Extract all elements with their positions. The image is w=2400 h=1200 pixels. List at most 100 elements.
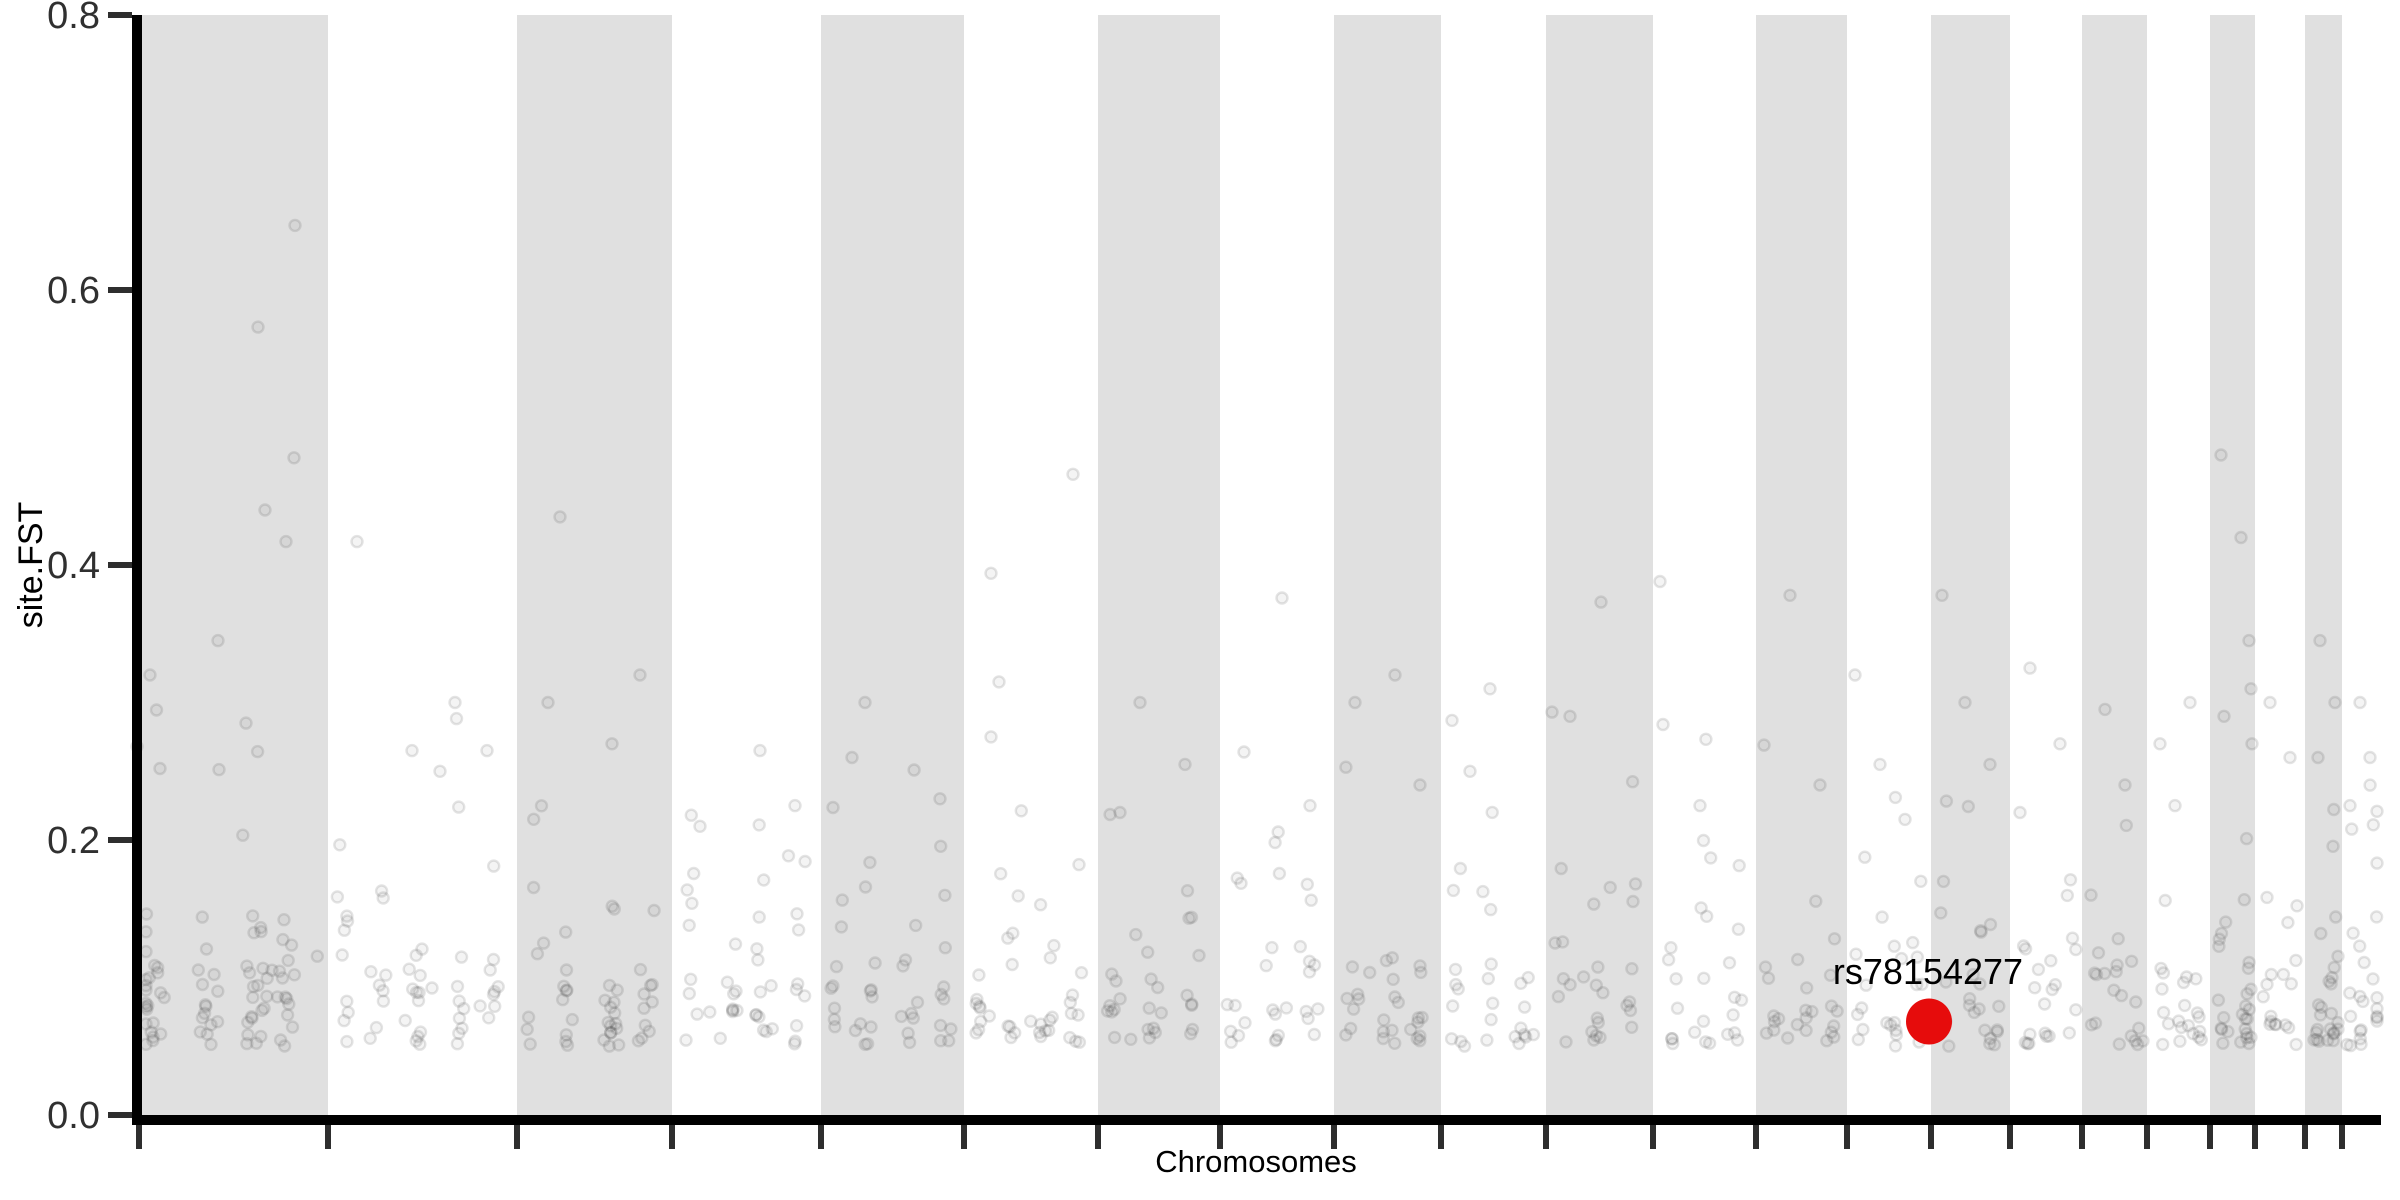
scatter-point (1972, 1002, 1986, 1016)
scatter-point (258, 503, 272, 517)
scatter-point (1824, 1025, 1839, 1039)
scatter-point (1146, 1021, 1161, 1035)
scatter-point (1966, 967, 1980, 982)
scatter-point (1850, 1007, 1865, 1022)
scatter-point (413, 1025, 428, 1039)
scatter-point (341, 1005, 355, 1020)
scatter-point (679, 1033, 693, 1047)
scatter-point (2158, 893, 2172, 908)
scatter-point (2153, 737, 2167, 751)
scatter-point (2284, 977, 2299, 991)
scatter-point (281, 953, 295, 968)
scatter-point (2281, 1020, 2296, 1035)
scatter-point (139, 944, 153, 959)
scatter-point (1790, 952, 1805, 967)
scatter-point (376, 984, 390, 998)
scatter-point (2189, 972, 2203, 986)
scatter-point (1661, 953, 1676, 967)
scatter-point (1591, 1015, 1606, 1030)
scatter-point (2363, 778, 2377, 792)
scatter-point (2212, 939, 2226, 953)
scatter-point (865, 990, 879, 1004)
scatter-point (2370, 1011, 2384, 1025)
scatter-point (845, 750, 859, 765)
scatter-point (473, 999, 487, 1013)
scatter-point (1350, 987, 1365, 1001)
scatter-point (2218, 915, 2233, 929)
scatter-point (244, 1010, 259, 1024)
scatter-point (211, 984, 225, 998)
scatter-point (1983, 757, 1997, 772)
scatter-point (938, 941, 952, 955)
scatter-point (1224, 1035, 1238, 1049)
scatter-point (994, 867, 1008, 881)
scatter-point (273, 1033, 288, 1047)
scatter-point (1391, 995, 1406, 1010)
scatter-point (601, 1015, 615, 1030)
scatter-point (2098, 702, 2112, 717)
scatter-point (828, 1019, 842, 1034)
scatter-point (907, 763, 921, 777)
scatter-point (1068, 1034, 1083, 1049)
scatter-point (251, 978, 265, 993)
scatter-point (1266, 1003, 1280, 1017)
scatter-point (934, 987, 948, 1002)
scatter-point (1304, 893, 1318, 907)
scatter-point (1351, 992, 1366, 1006)
scatter-point (412, 985, 426, 1000)
scatter-point (1727, 990, 1742, 1004)
scatter-point (1275, 591, 1289, 605)
scatter-point (254, 1029, 268, 1044)
scatter-point (2353, 695, 2367, 710)
scatter-point (1517, 1000, 1532, 1014)
x-tick (1753, 1125, 1759, 1149)
scatter-point (2289, 1037, 2303, 1052)
scatter-point (1548, 936, 1562, 950)
scatter-point (142, 971, 157, 985)
scatter-point (863, 984, 878, 998)
scatter-point (195, 977, 210, 992)
scatter-point (2340, 1037, 2354, 1052)
scatter-point (374, 884, 389, 898)
band-chr17 (2082, 15, 2147, 1115)
scatter-point (1961, 799, 1976, 814)
scatter-point (1805, 1004, 1819, 1019)
scatter-point (433, 764, 447, 778)
scatter-point (1184, 910, 1199, 924)
scatter-point (1973, 977, 1987, 991)
scatter-point (1345, 960, 1360, 974)
scatter-point (1463, 764, 1477, 778)
scatter-point (2217, 709, 2231, 723)
y-tick-label: 0.6 (47, 270, 100, 312)
scatter-point (1664, 1031, 1679, 1046)
scatter-point (1967, 1005, 1982, 1020)
scatter-point (1185, 1022, 1200, 1037)
scatter-point (749, 1007, 763, 1022)
scatter-point (2053, 737, 2067, 751)
scatter-point (2264, 1014, 2278, 1029)
scatter-point (607, 902, 621, 916)
scatter-point (559, 1028, 573, 1042)
scatter-point (2366, 818, 2381, 832)
scatter-point (1983, 917, 1998, 932)
scatter-point (2263, 1017, 2277, 1032)
scatter-point (1563, 709, 1577, 723)
scatter-point (197, 1006, 212, 1020)
scatter-point (2016, 939, 2031, 953)
scatter-point (863, 855, 877, 870)
y-tick (108, 1112, 132, 1118)
scatter-point (2311, 750, 2325, 765)
scatter-point (149, 703, 164, 717)
scatter-point (2176, 975, 2191, 990)
scatter-point (2237, 893, 2252, 907)
scatter-point (730, 1003, 744, 1018)
scatter-point (1268, 1033, 1283, 1048)
scatter-point (1702, 1036, 1717, 1050)
scatter-point (204, 1018, 218, 1032)
scatter-point (2242, 955, 2256, 970)
scatter-point (1514, 1021, 1528, 1035)
scatter-point (139, 925, 153, 939)
scatter-point (1626, 894, 1640, 909)
scatter-point (2354, 1023, 2368, 1037)
scatter-point (1449, 977, 1463, 992)
